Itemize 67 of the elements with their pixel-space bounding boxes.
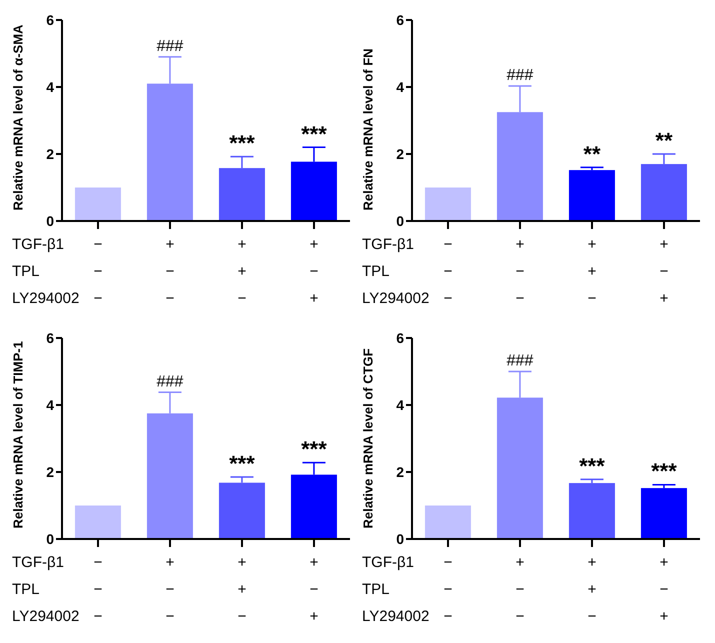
text: TPL xyxy=(12,263,40,280)
y-axis-title: Relative mRNA level of α-SMA xyxy=(10,24,26,210)
data-label: *** xyxy=(229,451,256,476)
y-tick-label: 6 xyxy=(46,12,54,28)
data-label: *** xyxy=(229,130,256,156)
bar xyxy=(424,188,471,221)
text: TPL xyxy=(362,581,390,598)
x-tick-label: − − − xyxy=(94,554,103,625)
y-tick-label: 6 xyxy=(396,330,404,346)
text: LY294002 xyxy=(12,290,80,307)
y-tick-label: 2 xyxy=(46,146,54,162)
x-tick-label: + + − xyxy=(238,236,247,307)
text: TGF-β1 xyxy=(362,236,414,253)
y-tick-label: 6 xyxy=(46,330,54,346)
data-label: *** xyxy=(301,121,328,146)
y-tick-label: 0 xyxy=(396,212,404,229)
x-tick-label: + − − xyxy=(516,236,525,307)
data-label: *** xyxy=(301,436,328,462)
y-tick-label: 4 xyxy=(46,396,54,413)
bar xyxy=(568,170,615,221)
x-tick-label: + − + xyxy=(310,554,319,625)
y-tick-label: 2 xyxy=(46,464,54,480)
data-label: ### xyxy=(156,38,184,55)
x-tick-label: + + − xyxy=(238,554,247,625)
y-tick-label: 4 xyxy=(396,396,404,413)
x-tick-label: + − − xyxy=(516,554,525,625)
y-tick-label: 0 xyxy=(46,212,54,229)
x-tick-label: − − − xyxy=(444,554,453,625)
y-tick-label: 2 xyxy=(396,146,404,162)
data-label: *** xyxy=(579,453,606,478)
x-tick-label: + − + xyxy=(660,554,669,625)
bar xyxy=(74,506,121,539)
text: TGF-β1 xyxy=(12,554,64,571)
bar xyxy=(74,188,121,221)
data-label: ### xyxy=(506,352,534,370)
data-label: ### xyxy=(156,373,184,390)
y-tick-label: 0 xyxy=(46,530,54,547)
bar xyxy=(568,483,615,539)
bar xyxy=(640,488,687,539)
y-tick-label: 6 xyxy=(396,12,404,28)
data-label: ** xyxy=(655,128,673,153)
text: TPL xyxy=(12,581,40,598)
data-label: *** xyxy=(651,458,678,484)
text: LY294002 xyxy=(362,608,430,625)
y-axis-title: Relative mRNA level of CTGF xyxy=(360,348,376,528)
y-tick-label: 0 xyxy=(396,530,404,547)
text: LY294002 xyxy=(12,608,80,625)
x-tick-label: + + − xyxy=(588,554,597,625)
bar xyxy=(424,506,471,539)
y-tick-label: 4 xyxy=(46,78,54,95)
text: TGF-β1 xyxy=(362,554,414,571)
x-tick-label: + − − xyxy=(166,554,175,625)
x-tick-label: − − − xyxy=(444,236,453,307)
text: TGF-β1 xyxy=(12,236,64,253)
x-tick-label: + − + xyxy=(310,236,319,307)
x-tick-label: + − + xyxy=(660,236,669,307)
data-label: ** xyxy=(583,141,601,166)
x-tick-label: + − − xyxy=(166,236,175,307)
y-axis-title: Relative mRNA level of FN xyxy=(360,48,376,210)
data-label: ### xyxy=(506,66,534,84)
y-tick-label: 4 xyxy=(396,78,404,95)
x-tick-label: − − − xyxy=(94,236,103,307)
y-tick-label: 2 xyxy=(396,464,404,480)
y-axis-title: Relative mRNA level of TIMP-1 xyxy=(10,341,26,528)
x-tick-label: + + − xyxy=(588,236,597,307)
text: TPL xyxy=(362,263,390,280)
text: LY294002 xyxy=(362,290,430,307)
